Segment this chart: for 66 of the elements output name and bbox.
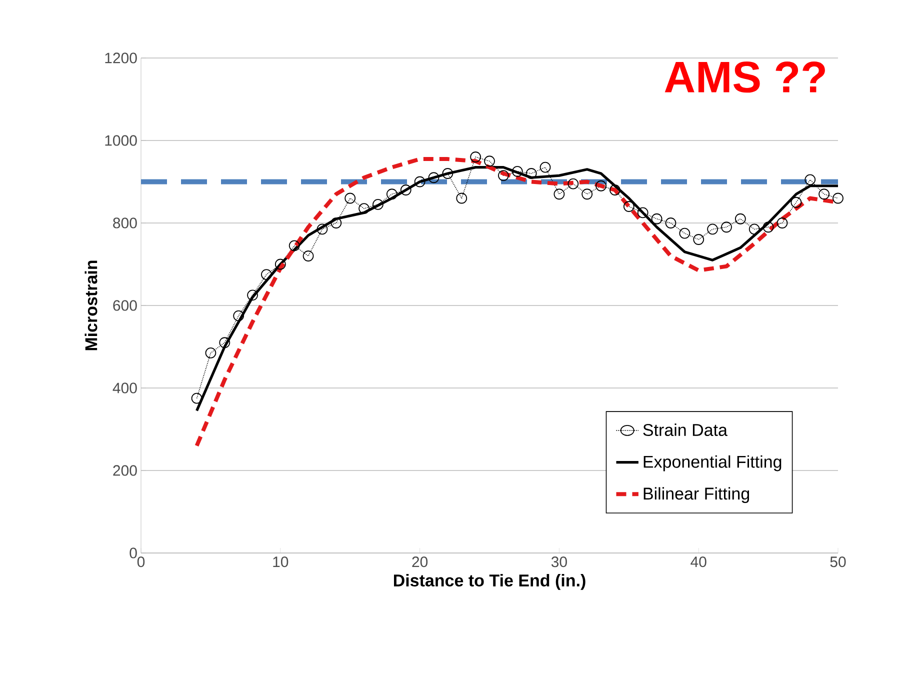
point bbox=[693, 234, 704, 245]
point bbox=[776, 218, 788, 228]
point bbox=[191, 392, 202, 404]
point bbox=[484, 156, 495, 167]
point bbox=[540, 162, 551, 173]
point bbox=[358, 203, 370, 214]
point bbox=[762, 222, 774, 233]
annotation: AMS ?? bbox=[664, 62, 825, 93]
point bbox=[665, 218, 676, 228]
legend-label: Strain Data bbox=[643, 424, 728, 436]
point bbox=[651, 213, 662, 224]
y-tick-label: 1000 bbox=[105, 135, 137, 146]
point bbox=[818, 188, 830, 200]
point bbox=[526, 168, 537, 179]
x-tick-label: 30 bbox=[551, 556, 567, 568]
y-tick-label: 600 bbox=[113, 300, 137, 311]
y-tick-label: 0 bbox=[130, 548, 137, 558]
point bbox=[414, 176, 426, 188]
point bbox=[428, 172, 440, 184]
point bbox=[790, 196, 802, 208]
point bbox=[261, 269, 272, 280]
point bbox=[470, 152, 482, 162]
x-tick-label: 40 bbox=[690, 556, 706, 568]
y-tick-label: 1200 bbox=[105, 52, 137, 64]
point bbox=[721, 222, 732, 233]
x-tick-label: 20 bbox=[412, 556, 428, 568]
point bbox=[623, 201, 634, 212]
point bbox=[330, 218, 342, 228]
point bbox=[832, 192, 844, 204]
legend-label: Bilinear Fitting bbox=[644, 487, 750, 504]
point bbox=[288, 240, 300, 252]
x-tick-label: 0 bbox=[137, 556, 145, 568]
point bbox=[512, 166, 523, 177]
x-axis-title: Distance to Tie End (in.) bbox=[394, 574, 586, 590]
point bbox=[456, 192, 468, 204]
point bbox=[596, 180, 606, 192]
point bbox=[734, 213, 746, 224]
point bbox=[748, 224, 760, 235]
point bbox=[637, 207, 648, 218]
point bbox=[610, 184, 620, 196]
point bbox=[372, 198, 384, 210]
y-tick-label: 400 bbox=[112, 382, 137, 394]
point bbox=[568, 178, 579, 190]
point bbox=[274, 258, 286, 270]
point bbox=[219, 337, 230, 348]
point bbox=[804, 174, 816, 186]
point bbox=[344, 192, 356, 204]
x-tick-label: 10 bbox=[273, 556, 288, 568]
point bbox=[386, 188, 398, 200]
y-tick-label: 200 bbox=[113, 465, 137, 476]
y-axis-title: Microstrain bbox=[84, 260, 98, 350]
point bbox=[302, 250, 314, 262]
point bbox=[554, 188, 565, 200]
point bbox=[205, 347, 216, 358]
point bbox=[679, 228, 690, 239]
point bbox=[400, 184, 412, 196]
point bbox=[247, 290, 258, 301]
point bbox=[316, 224, 328, 235]
point bbox=[233, 310, 244, 322]
legend-label: Exponential Fitting bbox=[644, 455, 782, 472]
point bbox=[498, 170, 509, 182]
point bbox=[707, 224, 718, 235]
y-tick-label: 800 bbox=[113, 218, 137, 228]
x-tick-label: 50 bbox=[830, 556, 846, 568]
point bbox=[582, 188, 593, 200]
point bbox=[442, 168, 454, 179]
